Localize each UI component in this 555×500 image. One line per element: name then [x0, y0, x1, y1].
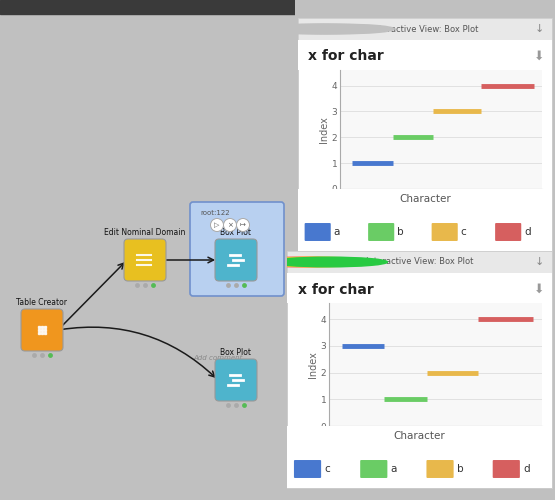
Bar — [44, 332, 46, 334]
FancyBboxPatch shape — [432, 223, 458, 241]
Bar — [41, 329, 43, 331]
FancyBboxPatch shape — [360, 460, 387, 478]
Bar — [38, 332, 40, 334]
Bar — [41, 326, 43, 328]
FancyBboxPatch shape — [495, 223, 521, 241]
Text: Interactive View: Box Plot: Interactive View: Box Plot — [371, 24, 478, 34]
FancyBboxPatch shape — [368, 223, 394, 241]
Text: Edit Nominal Domain: Edit Nominal Domain — [104, 228, 186, 237]
FancyBboxPatch shape — [124, 239, 166, 281]
Text: a: a — [334, 227, 340, 237]
Text: ▷: ▷ — [214, 222, 220, 228]
Bar — [44, 326, 46, 328]
Text: Table Creator: Table Creator — [17, 298, 68, 307]
FancyBboxPatch shape — [305, 223, 331, 241]
Text: c: c — [461, 227, 467, 237]
Bar — [44, 329, 46, 331]
Text: x for char: x for char — [308, 50, 384, 64]
Text: Box Plot: Box Plot — [220, 348, 251, 357]
Circle shape — [224, 218, 236, 232]
Text: Character: Character — [399, 194, 451, 203]
Bar — [38, 329, 40, 331]
Y-axis label: Index: Index — [307, 351, 317, 378]
Bar — [0, 0, 295, 14]
Text: d: d — [523, 464, 529, 474]
Text: ⬇: ⬇ — [534, 50, 544, 63]
Circle shape — [236, 218, 250, 232]
FancyBboxPatch shape — [21, 309, 63, 351]
Text: b: b — [457, 464, 463, 474]
FancyBboxPatch shape — [215, 239, 257, 281]
Text: a: a — [390, 464, 397, 474]
Circle shape — [271, 257, 387, 267]
Text: ↓: ↓ — [535, 24, 544, 34]
Text: d: d — [524, 227, 531, 237]
Bar — [38, 326, 40, 328]
FancyBboxPatch shape — [294, 460, 321, 478]
Text: Character: Character — [393, 430, 445, 440]
Bar — [41, 332, 43, 334]
Text: Add comment...: Add comment... — [193, 355, 249, 361]
Circle shape — [257, 257, 374, 267]
Circle shape — [269, 24, 381, 34]
FancyBboxPatch shape — [190, 202, 284, 296]
Text: ↦: ↦ — [240, 222, 246, 228]
Circle shape — [256, 24, 368, 34]
Text: Box Plot: Box Plot — [220, 228, 251, 237]
Circle shape — [210, 218, 224, 232]
Text: b: b — [397, 227, 404, 237]
Y-axis label: Index: Index — [319, 116, 329, 143]
FancyBboxPatch shape — [426, 460, 453, 478]
FancyBboxPatch shape — [215, 359, 257, 401]
Text: ⬇: ⬇ — [533, 283, 544, 296]
Text: c: c — [324, 464, 330, 474]
Circle shape — [282, 24, 394, 34]
Text: x: x — [438, 204, 444, 214]
Text: root:122: root:122 — [200, 210, 230, 216]
Circle shape — [243, 257, 360, 267]
Text: ↓: ↓ — [534, 257, 544, 267]
Text: ×: × — [227, 222, 233, 228]
Text: x for char: x for char — [297, 282, 374, 296]
FancyBboxPatch shape — [493, 460, 520, 478]
Text: Interactive View: Box Plot: Interactive View: Box Plot — [366, 258, 473, 266]
Text: x: x — [433, 441, 438, 451]
